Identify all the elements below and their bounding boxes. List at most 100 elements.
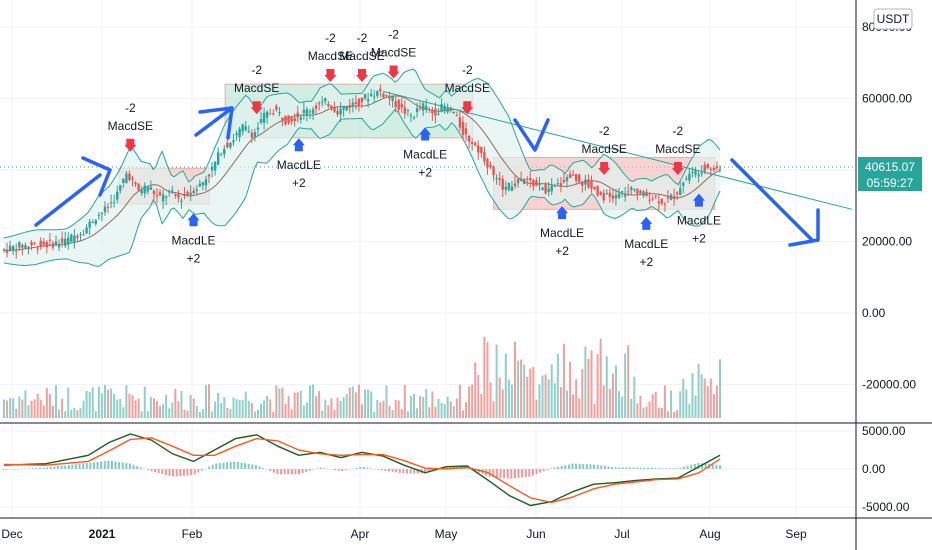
candle-body <box>116 191 119 200</box>
candle-body <box>281 117 284 121</box>
candle-body <box>376 91 379 96</box>
macd-histogram-bar <box>118 462 121 469</box>
macd-histogram-bar <box>10 469 13 470</box>
candle-body <box>660 198 664 204</box>
candle-body <box>489 164 492 168</box>
candle-body <box>207 174 211 177</box>
macd-histogram-bar <box>222 462 225 469</box>
candle-body <box>342 106 345 110</box>
currency-badge[interactable]: USDT <box>873 8 913 30</box>
price-axis[interactable]: 80000.0060000.0040000.0020000.000.00-200… <box>862 20 916 514</box>
volume-bar <box>636 403 639 418</box>
volume-bar <box>455 398 458 418</box>
candle-body <box>449 108 452 111</box>
macd-histogram-bar <box>251 464 254 469</box>
volume-bar <box>434 407 437 418</box>
short-signal-arrow <box>124 138 137 152</box>
time-axis[interactable]: Dec 2021 Feb Apr May Jun Jul Aug Sep <box>1 527 807 541</box>
macd-histogram-bar <box>215 463 218 469</box>
candle-body <box>385 94 388 96</box>
volume-bar <box>618 391 621 418</box>
short-signal-label: MacdSE <box>655 142 700 156</box>
macd-histogram-bar <box>503 469 506 479</box>
volume-bar <box>691 373 694 418</box>
candle-body <box>198 183 202 187</box>
candle-body <box>220 154 223 156</box>
candle-body <box>636 188 639 194</box>
macd-histogram-bar <box>665 468 668 469</box>
macd-histogram-bar <box>384 469 387 471</box>
macd-histogram-bar <box>316 468 319 469</box>
candle-body <box>409 115 413 117</box>
volume-bar <box>685 389 688 418</box>
volume-bar <box>370 391 373 418</box>
trendline[interactable] <box>382 90 853 210</box>
macd-histogram-bar <box>276 469 279 475</box>
volume-bar <box>651 394 654 418</box>
candle-body <box>201 182 205 186</box>
macd-histogram-bar <box>578 463 581 469</box>
candle-body <box>164 196 168 198</box>
macd-histogram-bar <box>128 463 131 469</box>
macd-histogram-bar <box>521 469 524 478</box>
time-tick-label: 2021 <box>89 527 116 541</box>
volume-bar <box>394 399 397 418</box>
volume-bar <box>645 406 648 418</box>
candle-body <box>296 112 299 118</box>
macd-histogram-bar <box>621 467 624 469</box>
candle-body <box>125 173 128 184</box>
volume-bar <box>107 389 110 418</box>
long-signal-label: MacdLE <box>677 214 721 228</box>
macd-histogram-bar <box>71 464 74 469</box>
volume-bar <box>480 393 483 418</box>
candle-body <box>706 163 709 169</box>
macd-histogram-bar <box>567 464 570 469</box>
candle-body <box>8 245 12 252</box>
macd-histogram-bar <box>17 468 20 470</box>
candle-body <box>412 116 416 118</box>
macd-histogram-bar <box>398 469 401 473</box>
macd-histogram-bar <box>373 468 376 470</box>
volume-bar <box>103 384 106 418</box>
annotation-arrows[interactable] <box>34 106 820 247</box>
band-fill <box>4 69 720 267</box>
candle-body <box>379 88 382 92</box>
macd-histogram-bar <box>182 469 185 476</box>
macd-histogram-bar <box>60 465 63 469</box>
macd-histogram-bar <box>517 469 520 478</box>
annotation-arrow <box>788 208 820 247</box>
candle-body <box>620 191 624 193</box>
candle-body <box>183 193 186 196</box>
volume-bar <box>587 358 590 418</box>
candle-body <box>213 161 217 171</box>
volume-bar <box>149 396 152 418</box>
macd-histogram-bar <box>413 469 416 474</box>
short-signal-label: MacdSE <box>581 142 626 156</box>
macd-histogram-bar <box>661 468 664 469</box>
candle-body <box>617 193 621 198</box>
candle-body <box>265 111 269 118</box>
volume-bar <box>584 346 587 418</box>
volume-bar <box>422 396 425 418</box>
macd-histogram-bar <box>387 469 390 472</box>
macd-histogram-bar <box>35 468 38 469</box>
candle-body <box>394 101 397 108</box>
volume-bar <box>315 396 318 418</box>
macd-histogram-bar <box>24 468 27 470</box>
candle-body <box>33 242 36 244</box>
macd-histogram-bar <box>560 466 563 469</box>
volume-bar <box>523 364 526 418</box>
candle-body <box>477 145 480 153</box>
candle-body <box>192 190 195 194</box>
volume-bar <box>88 391 91 418</box>
candle-body <box>314 105 318 109</box>
candle-body <box>5 249 9 253</box>
candle-body <box>516 179 520 184</box>
candle-body <box>100 212 104 215</box>
macd-histogram-bar <box>546 469 549 470</box>
volume-bar <box>244 391 247 418</box>
candle-body <box>581 181 584 186</box>
candle-body <box>85 227 88 234</box>
volume-bar <box>660 407 663 418</box>
